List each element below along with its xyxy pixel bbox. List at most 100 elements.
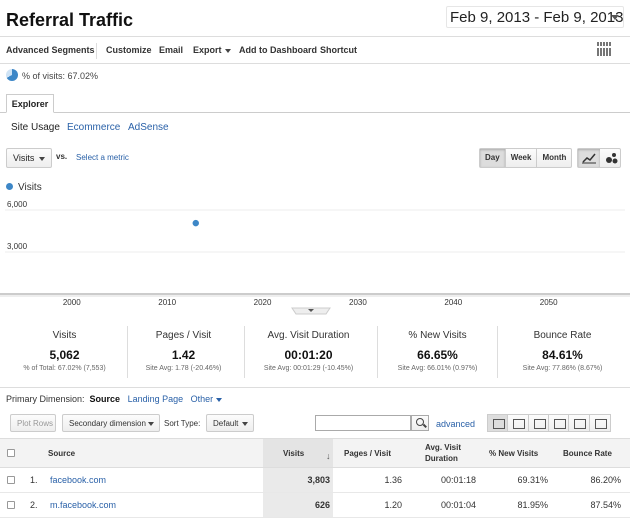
period-month-button[interactable]: Month xyxy=(542,153,567,162)
export-button[interactable]: Export xyxy=(193,45,231,55)
metric-divider xyxy=(497,326,498,378)
dimension-landing-page[interactable]: Landing Page xyxy=(127,394,184,404)
x-tick-label: 2050 xyxy=(540,298,558,307)
metric-label: Bounce Rate xyxy=(533,330,592,341)
primary-dimension-label: Primary Dimension: xyxy=(6,394,85,404)
data-table-view-icon[interactable] xyxy=(488,415,509,431)
header-bounce-rate[interactable]: Bounce Rate xyxy=(563,449,612,458)
sorted-column-highlight xyxy=(263,439,333,467)
header-visits[interactable]: Visits xyxy=(283,449,305,458)
metric-divider xyxy=(377,326,378,378)
header-avg-visit-duration-line2: Duration xyxy=(425,454,458,463)
visits-chart: 6,000 3,000 2000 2010 2020 2030 2040 2050 xyxy=(0,200,630,315)
x-tick-label: 2000 xyxy=(63,298,81,307)
subtab-adsense[interactable]: AdSense xyxy=(128,122,169,133)
metric-value: 1.42 xyxy=(171,348,196,362)
legend-label: Visits xyxy=(18,182,42,193)
metric-select-value: Visits xyxy=(13,153,35,163)
metric-sub: Site Avg: 66.01% (0.97%) xyxy=(397,365,478,372)
motion-chart-button[interactable] xyxy=(600,149,622,167)
line-chart-button[interactable] xyxy=(578,149,600,167)
sort-type-select[interactable]: Default xyxy=(206,414,254,432)
secondary-dimension-select[interactable]: Secondary dimension xyxy=(62,414,160,432)
caret-down-icon xyxy=(224,48,231,53)
cell-avg-duration: 00:01:18 xyxy=(440,475,476,485)
caret-down-icon xyxy=(242,422,248,426)
source-link[interactable]: facebook.com xyxy=(50,475,107,485)
cell-pages-per-visit: 1.36 xyxy=(384,475,402,485)
metric-value: 5,062 xyxy=(49,348,80,362)
source-link[interactable]: m.facebook.com xyxy=(50,500,117,510)
date-range-text: Feb 9, 2013 - Feb 9, 2013 xyxy=(450,9,624,26)
cell-bounce-rate: 86.20% xyxy=(590,475,621,485)
dimension-source[interactable]: Source xyxy=(89,394,121,404)
metric-sub: Site Avg: 00:01:29 (-10.45%) xyxy=(263,365,354,372)
select-all-checkbox[interactable] xyxy=(7,449,15,457)
customize-button[interactable]: Customize xyxy=(106,45,152,55)
caret-down-icon xyxy=(216,397,223,402)
search-icon[interactable] xyxy=(411,415,429,431)
cell-new-visits: 81.95% xyxy=(517,500,548,510)
percentage-view-icon[interactable] xyxy=(508,415,529,431)
table-row[interactable]: 2. m.facebook.com 626 1.20 00:01:04 81.9… xyxy=(0,493,630,518)
select-metric-link[interactable]: Select a metric xyxy=(76,153,129,162)
advanced-segments-button[interactable]: Advanced Segments xyxy=(6,45,95,55)
metric-avg-visit-duration: Avg. Visit Duration 00:01:20 Site Avg: 0… xyxy=(250,316,367,388)
metric-value: 00:01:20 xyxy=(284,348,333,362)
cell-visits: 626 xyxy=(314,500,330,510)
plot-rows-button[interactable]: Plot Rows xyxy=(10,414,56,432)
row-number: 2. xyxy=(30,500,38,510)
chevron-down-icon xyxy=(308,309,314,312)
metric-new-visits: % New Visits 66.65% Site Avg: 66.01% (0.… xyxy=(379,316,496,388)
comparison-view-icon[interactable] xyxy=(549,415,570,431)
row-checkbox[interactable] xyxy=(7,501,15,509)
page-title: Referral Traffic xyxy=(6,10,134,30)
percent-of-visits: % of visits: 67.02% xyxy=(22,71,99,81)
tab-explorer[interactable]: Explorer xyxy=(6,94,54,113)
header-source[interactable]: Source xyxy=(48,449,76,458)
sort-descending-icon: ↓ xyxy=(326,451,331,461)
add-to-dashboard-button[interactable]: Add to Dashboard xyxy=(239,45,317,55)
y-tick-label: 6,000 xyxy=(7,200,28,209)
period-week-button[interactable]: Week xyxy=(506,149,538,167)
header-avg-visit-duration[interactable]: Avg. Visit xyxy=(425,443,462,452)
email-button[interactable]: Email xyxy=(159,45,184,55)
pivot-view-icon[interactable] xyxy=(590,415,610,431)
subtab-site-usage[interactable]: Site Usage xyxy=(11,122,60,133)
qr-code-icon[interactable] xyxy=(597,42,611,56)
x-tick-label: 2040 xyxy=(444,298,462,307)
tabs-baseline xyxy=(0,112,630,113)
table-search-input[interactable] xyxy=(315,415,411,431)
header-new-visits[interactable]: % New Visits xyxy=(489,449,539,458)
table-row[interactable]: 1. facebook.com 3,803 1.36 00:01:18 69.3… xyxy=(0,468,630,493)
table-view-toggle xyxy=(487,414,611,432)
caret-down-icon xyxy=(148,422,154,426)
performance-view-icon[interactable] xyxy=(529,415,549,431)
shortcut-button[interactable]: Shortcut xyxy=(320,45,357,55)
row-number: 1. xyxy=(30,475,38,485)
title-bar: Referral Traffic Feb 9, 2013 - Feb 9, 20… xyxy=(0,0,630,36)
pie-chart-icon xyxy=(6,69,18,81)
toolbar-divider xyxy=(96,43,97,59)
dimension-other[interactable]: Other xyxy=(191,394,223,404)
row-checkbox[interactable] xyxy=(7,476,15,484)
metric-select[interactable]: Visits xyxy=(6,148,52,168)
y-tick-label: 3,000 xyxy=(7,242,28,251)
metric-divider xyxy=(127,326,128,378)
export-label: Export xyxy=(193,45,222,55)
advanced-filter-link[interactable]: advanced xyxy=(436,419,476,429)
cell-bounce-rate: 87.54% xyxy=(590,500,621,510)
data-point xyxy=(192,219,199,227)
sorted-column-highlight xyxy=(263,493,333,517)
date-range-picker[interactable]: Feb 9, 2013 - Feb 9, 2013 xyxy=(446,6,624,28)
term-cloud-view-icon[interactable] xyxy=(569,415,590,431)
vs-label: vs. xyxy=(56,152,68,161)
period-day-button[interactable]: Day xyxy=(480,149,506,167)
cell-pages-per-visit: 1.20 xyxy=(384,500,402,510)
chart-legend: Visits xyxy=(6,182,42,193)
subtab-ecommerce[interactable]: Ecommerce xyxy=(67,122,121,133)
header-pages-per-visit[interactable]: Pages / Visit xyxy=(344,449,391,458)
metric-divider xyxy=(244,326,245,378)
metric-pages-per-visit: Pages / Visit 1.42 Site Avg: 1.78 (-20.4… xyxy=(125,316,242,388)
sorted-column-highlight xyxy=(263,468,333,492)
